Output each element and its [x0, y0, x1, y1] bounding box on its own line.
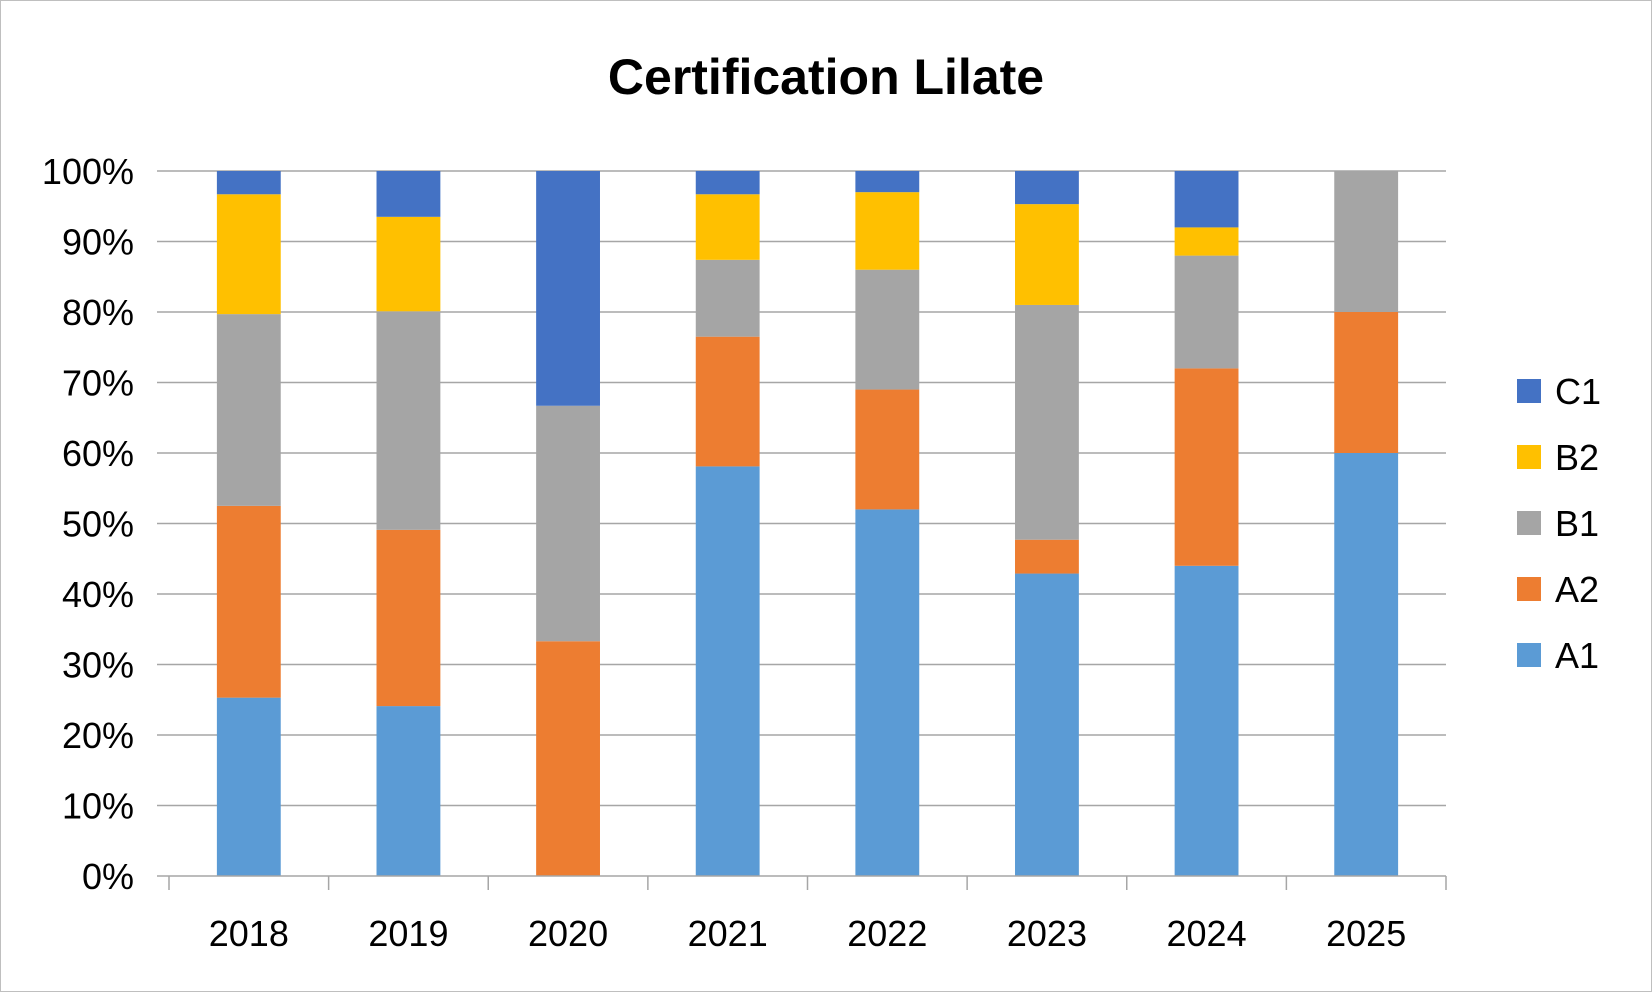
y-tick-label: 70% — [62, 363, 134, 404]
y-tick-label: 30% — [62, 645, 134, 686]
bar-segment-c1-2019 — [376, 171, 441, 217]
chart-title: Certification Lilate — [608, 49, 1044, 105]
legend-label-c1: C1 — [1555, 371, 1601, 412]
legend-swatch-b1 — [1517, 511, 1541, 535]
bar-segment-b2-2021 — [695, 194, 760, 260]
axes: 0% 10% 20% 30% 40% 50% 60% 70% 80% 90% 100% 2018 201… — [42, 151, 1447, 954]
bar-segment-c1-2021 — [695, 171, 760, 195]
bar-segment-a2-2025 — [1334, 312, 1399, 453]
gridlines — [169, 170, 1446, 807]
x-tick-label: 2025 — [1326, 913, 1406, 954]
x-tick-label: 2024 — [1167, 913, 1247, 954]
y-tick-label: 0% — [82, 856, 134, 897]
bar-segment-a2-2021 — [695, 336, 760, 467]
bar-segment-a2-2019 — [376, 529, 441, 707]
bar-segment-b1-2021 — [695, 259, 760, 337]
bar-segment-a1-2019 — [376, 706, 441, 876]
x-tick-label: 2018 — [209, 913, 289, 954]
legend: C1 B2 B1 A2 A1 — [1517, 371, 1601, 676]
bar-segment-a1-2024 — [1174, 565, 1239, 876]
bar-segment-a1-2022 — [855, 509, 920, 876]
bar-segment-a1-2021 — [695, 466, 760, 876]
bar-segment-c1-2020 — [536, 171, 600, 406]
bar-segment-a1-2025 — [1334, 453, 1399, 876]
y-tick-label: 40% — [62, 574, 134, 615]
legend-label-b1: B1 — [1555, 503, 1599, 544]
bar-segment-c1-2022 — [855, 171, 920, 193]
bar-segment-a2-2024 — [1174, 368, 1239, 566]
legend-label-a2: A2 — [1555, 569, 1599, 610]
y-tick-label: 20% — [62, 715, 134, 756]
bar-segment-a2-2022 — [855, 389, 920, 510]
x-tick-label: 2019 — [368, 913, 448, 954]
bar-segment-b1-2020 — [536, 405, 600, 642]
legend-label-a1: A1 — [1555, 635, 1599, 676]
y-tick-label: 80% — [62, 292, 134, 333]
legend-swatch-c1 — [1517, 379, 1541, 403]
bar-segment-c1-2023 — [1015, 171, 1079, 205]
y-tick-label: 10% — [62, 786, 134, 827]
legend-swatch-a1 — [1517, 643, 1541, 667]
bar-segment-c1-2024 — [1174, 171, 1239, 228]
legend-label-b2: B2 — [1555, 437, 1599, 478]
y-tick-label: 50% — [62, 504, 134, 545]
y-tick-label: 100% — [42, 151, 134, 192]
bar-segment-b1-2023 — [1015, 304, 1079, 540]
y-tick-label: 60% — [62, 433, 134, 474]
bar-segment-b1-2022 — [855, 269, 920, 390]
bar-segment-b2-2023 — [1015, 204, 1079, 305]
x-tick-label: 2021 — [688, 913, 768, 954]
legend-swatch-b2 — [1517, 445, 1541, 469]
bar-segment-c1-2018 — [216, 171, 281, 195]
bar-segment-b2-2019 — [376, 216, 441, 312]
bar-segment-b2-2022 — [855, 192, 920, 270]
x-tick-label: 2023 — [1007, 913, 1087, 954]
bar-segment-b2-2018 — [216, 194, 281, 315]
bar-segment-b2-2024 — [1174, 227, 1239, 256]
bar-segment-b1-2018 — [216, 314, 281, 506]
bar-segment-b1-2024 — [1174, 255, 1239, 369]
bar-segment-a2-2018 — [216, 505, 281, 698]
bar-segment-b1-2019 — [376, 311, 441, 530]
legend-swatch-a2 — [1517, 577, 1541, 601]
bars — [216, 171, 1399, 876]
bar-segment-b1-2025 — [1334, 171, 1399, 312]
bar-segment-a1-2018 — [216, 697, 281, 876]
bar-segment-a1-2023 — [1015, 573, 1079, 876]
x-tick-label: 2020 — [528, 913, 608, 954]
bar-segment-a2-2023 — [1015, 539, 1079, 574]
y-tick-label: 90% — [62, 222, 134, 263]
bar-segment-a2-2020 — [536, 641, 600, 876]
x-tick-label: 2022 — [847, 913, 927, 954]
